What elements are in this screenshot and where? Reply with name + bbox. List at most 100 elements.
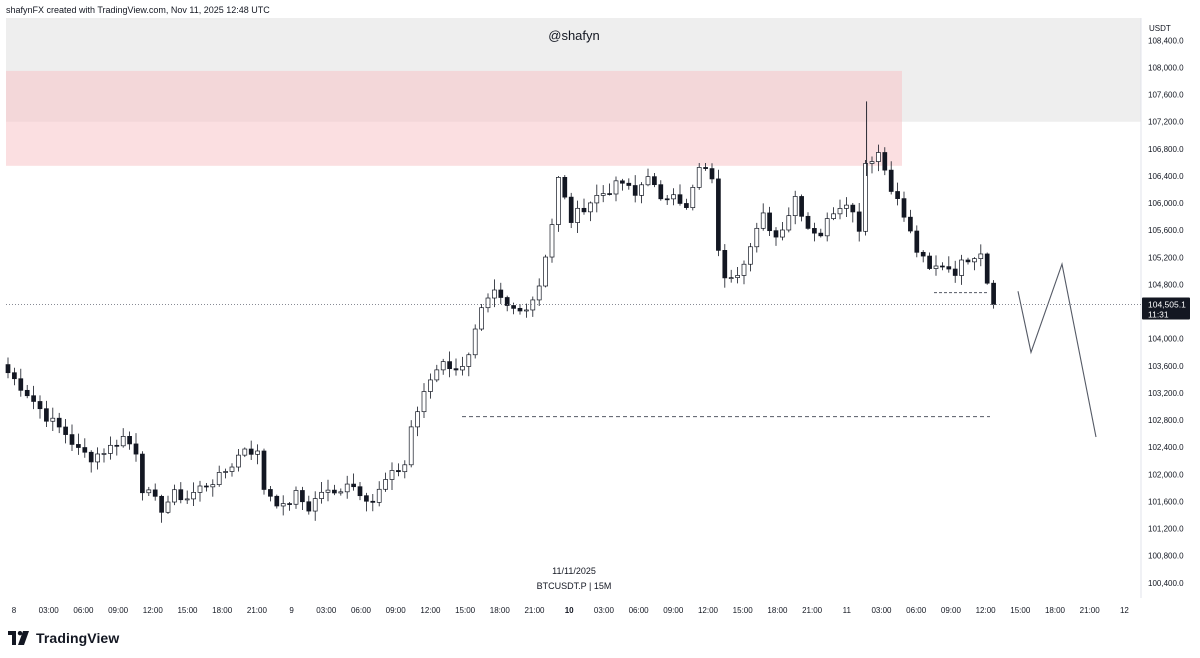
time-tick-label: 21:00 xyxy=(1080,606,1101,615)
price-tick-label: 102,000.0 xyxy=(1148,470,1184,479)
time-tick-label: 06:00 xyxy=(906,606,927,615)
candle-down xyxy=(722,250,728,279)
candle-down xyxy=(850,204,856,213)
candle-up xyxy=(146,489,152,494)
time-tick-label: 11 xyxy=(843,606,852,615)
time-tick-label: 12 xyxy=(1120,606,1129,615)
candle-down xyxy=(568,196,574,223)
candle-down xyxy=(88,451,94,463)
candle-down xyxy=(888,169,894,192)
candle-up xyxy=(415,411,420,428)
candle-up xyxy=(389,470,395,480)
chart-header-text: shafynFX created with TradingView.com, N… xyxy=(6,5,270,15)
candle-up xyxy=(837,208,843,215)
candle-up xyxy=(408,426,414,466)
candle-down xyxy=(12,372,17,380)
candle-down xyxy=(920,251,926,257)
candle-up xyxy=(543,256,548,287)
chart-watermark: @shafyn xyxy=(548,28,600,43)
candle-down xyxy=(114,444,120,447)
candle-down xyxy=(63,426,68,435)
candle-up xyxy=(325,489,331,493)
current-price-value: 104,505.1 xyxy=(1148,299,1186,309)
price-tick-label: 103,200.0 xyxy=(1148,389,1184,398)
candle-down xyxy=(364,495,369,502)
time-tick-label: 15:00 xyxy=(1010,606,1031,615)
candle-up xyxy=(383,479,388,490)
price-tick-label: 103,600.0 xyxy=(1148,362,1184,371)
date-label: 11/11/2025 xyxy=(552,566,596,576)
candle-up xyxy=(863,163,868,232)
candle-down xyxy=(901,198,907,218)
time-tick-label: 21:00 xyxy=(802,606,823,615)
current-price-tag-bg xyxy=(1142,297,1190,320)
time-tick-label: 06:00 xyxy=(351,606,372,615)
candle-down xyxy=(965,259,971,263)
time-tick-label: 12:00 xyxy=(420,606,441,615)
candle-up xyxy=(376,488,382,503)
candle-down xyxy=(684,203,689,208)
candle-up xyxy=(748,246,753,265)
tradingview-brand[interactable]: TradingView xyxy=(8,630,119,646)
candle-up xyxy=(735,275,740,278)
time-tick-label: 03:00 xyxy=(316,606,337,615)
zones-layer xyxy=(6,18,1141,166)
candle-down xyxy=(767,212,772,232)
candle-down xyxy=(882,152,888,171)
time-tick-label: 09:00 xyxy=(386,606,407,615)
candle-down xyxy=(76,444,81,448)
candle-down xyxy=(984,253,990,284)
candle-up xyxy=(530,299,536,311)
candle-down xyxy=(812,228,817,234)
price-tick-label: 101,200.0 xyxy=(1148,525,1184,534)
candle-up xyxy=(645,176,651,186)
candle-down xyxy=(37,401,43,410)
current-price-tag: 104,505.1 11:31 xyxy=(1142,297,1190,320)
candles-layer xyxy=(5,101,996,523)
candle-down xyxy=(447,361,452,370)
time-tick-label: 12:00 xyxy=(976,606,997,615)
candle-down xyxy=(940,265,945,268)
candle-down xyxy=(895,191,900,199)
candle-down xyxy=(204,485,209,488)
projection-path xyxy=(1017,262,1097,438)
candle-up xyxy=(524,309,529,312)
candle-up xyxy=(696,167,702,188)
candle-down xyxy=(952,268,958,276)
candle-up xyxy=(216,472,222,486)
candle-up xyxy=(472,328,478,356)
candle-down xyxy=(908,216,913,232)
price-tick-label: 104,800.0 xyxy=(1148,280,1184,289)
candle-up xyxy=(760,212,766,229)
candle-up xyxy=(844,204,849,209)
levels-layer xyxy=(462,292,990,418)
price-tick-label: 108,400.0 xyxy=(1148,36,1184,45)
price-tick-label: 106,800.0 xyxy=(1148,145,1184,154)
candle-up xyxy=(639,184,644,196)
candle-down xyxy=(677,194,683,204)
candle-up xyxy=(824,218,830,237)
bar-countdown: 11:31 xyxy=(1148,309,1169,319)
candle-down xyxy=(620,180,625,184)
candle-down xyxy=(632,185,638,196)
candle-up xyxy=(344,483,350,493)
candle-down xyxy=(856,211,862,232)
candle-up xyxy=(210,484,216,488)
candle-up xyxy=(792,196,798,217)
candle-down xyxy=(82,447,88,453)
candle-down xyxy=(248,448,254,455)
time-tick-label: 09:00 xyxy=(108,606,129,615)
candle-up xyxy=(786,215,792,231)
candle-up xyxy=(536,285,542,301)
time-tick-label: 10 xyxy=(565,606,574,615)
candle-down xyxy=(370,500,376,503)
candle-up xyxy=(869,161,875,164)
candle-up xyxy=(319,491,324,499)
candle-down xyxy=(562,177,568,198)
time-tick-label: 18:00 xyxy=(490,606,511,615)
candle-down xyxy=(581,207,587,213)
time-tick-label: 15:00 xyxy=(177,606,198,615)
price-tick-label: 100,400.0 xyxy=(1148,579,1184,588)
candle-down xyxy=(18,378,24,391)
